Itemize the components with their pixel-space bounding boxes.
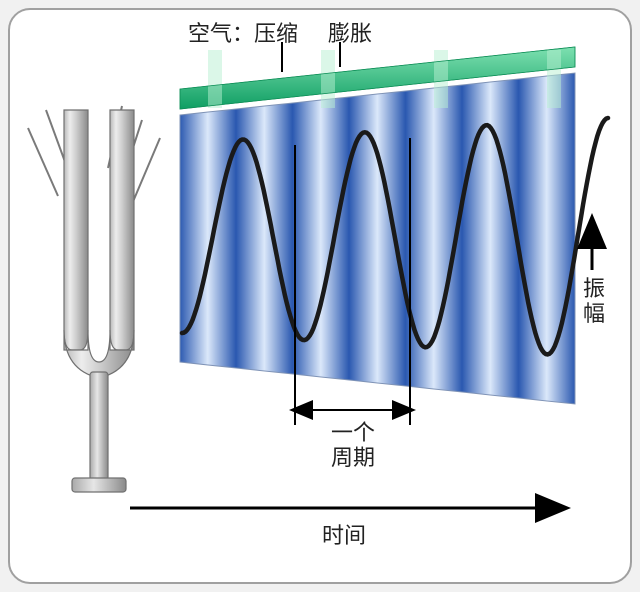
label-air-prefix: 空气： [188, 21, 254, 46]
label-one-period: 一个 周期 [318, 420, 388, 471]
tuning-fork [28, 106, 160, 492]
diagram-frame: 空气：压缩 膨胀 振 幅 一个 周期 时间 [8, 8, 632, 584]
label-air: 空气：压缩 [188, 16, 298, 48]
label-compression: 压缩 [254, 21, 298, 46]
diagram-svg [10, 10, 634, 586]
label-rarefaction: 膨胀 [328, 16, 372, 48]
label-amplitude: 振 幅 [582, 276, 606, 327]
label-time: 时间 [322, 518, 366, 550]
